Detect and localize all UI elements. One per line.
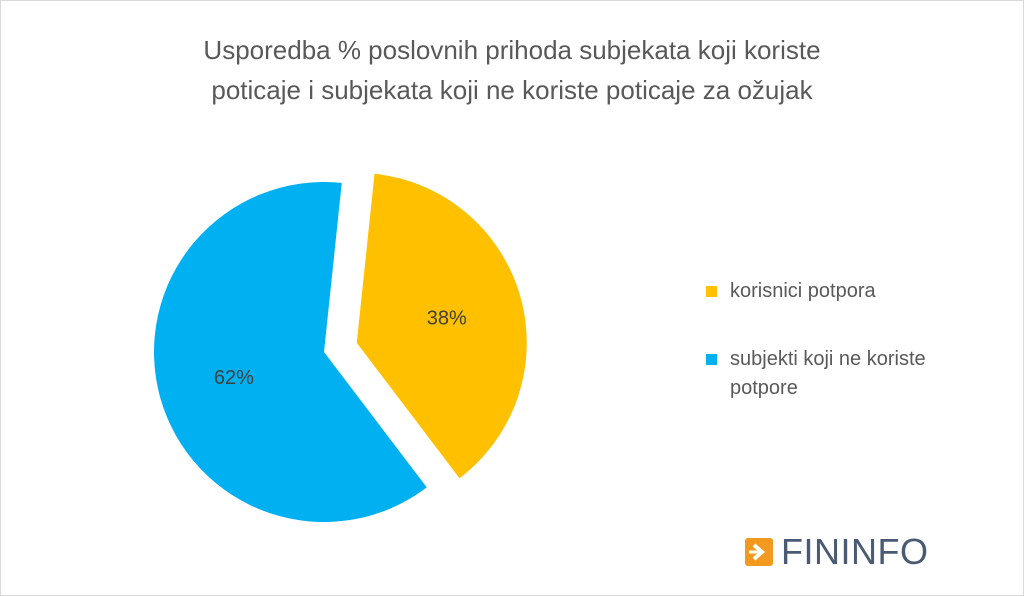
chart-title: Usporedba % poslovnih prihoda subjekata … — [0, 30, 1024, 110]
chart-title-line-1: Usporedba % poslovnih prihoda subjekata … — [203, 35, 821, 65]
legend-label-subjekti-bez-potpora: subjekti koji ne koriste potpore — [730, 348, 926, 399]
data-label-subjekti-koji-ne-koriste-potpore: 62% — [214, 367, 254, 389]
logo-text: FININFO — [781, 531, 929, 572]
pie-slice-subjekti-koji-ne-koriste-potpore — [154, 182, 427, 523]
chart-title-line-2: poticaje i subjekata koji ne koriste pot… — [211, 75, 813, 105]
legend-item-korisnici-potpora: korisnici potpora — [706, 277, 956, 306]
legend-swatch-korisnici-potpora — [706, 286, 717, 297]
data-label-korisnici-potpora: 38% — [427, 308, 467, 330]
legend-swatch-subjekti-bez-potpora — [706, 354, 717, 365]
chevron-right-icon — [745, 538, 773, 566]
legend-label-korisnici-potpora: korisnici potpora — [730, 280, 876, 302]
legend-item-subjekti-bez-potpora: subjekti koji ne koriste potpore — [706, 345, 956, 403]
pie-slice-korisnici-potpora — [356, 173, 527, 479]
fininfo-logo: FININFO — [745, 528, 928, 576]
legend: korisnici potpora subjekti koji ne koris… — [706, 277, 956, 403]
